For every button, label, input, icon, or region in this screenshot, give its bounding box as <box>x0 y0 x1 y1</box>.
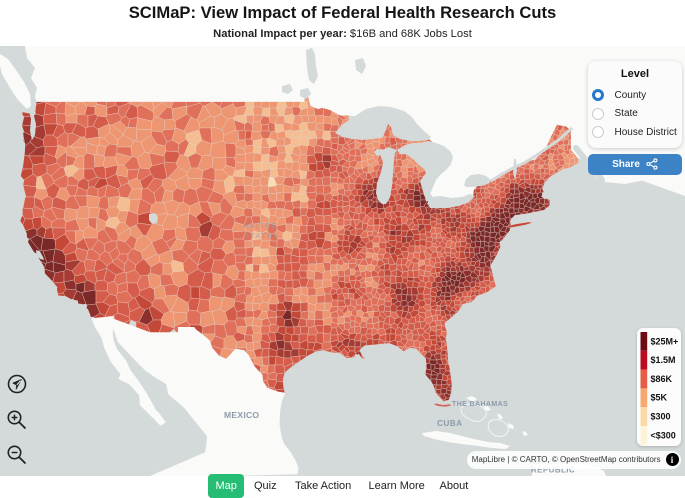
svg-text:CUBA: CUBA <box>437 418 463 428</box>
svg-text:$5K: $5K <box>651 392 668 402</box>
svg-text:REPUBLIC: REPUBLIC <box>531 466 575 475</box>
svg-text:$86K: $86K <box>651 373 673 383</box>
svg-text:STATES: STATES <box>244 233 280 240</box>
svg-text:MEXICO: MEXICO <box>224 410 259 420</box>
svg-text:$25M+: $25M+ <box>651 336 679 346</box>
svg-text:<$300: <$300 <box>651 430 676 440</box>
svg-text:$1.5M: $1.5M <box>651 355 676 365</box>
svg-text:THE BAHAMAS: THE BAHAMAS <box>452 401 508 408</box>
svg-text:UNITED: UNITED <box>243 223 278 230</box>
svg-text:$300: $300 <box>651 411 671 421</box>
